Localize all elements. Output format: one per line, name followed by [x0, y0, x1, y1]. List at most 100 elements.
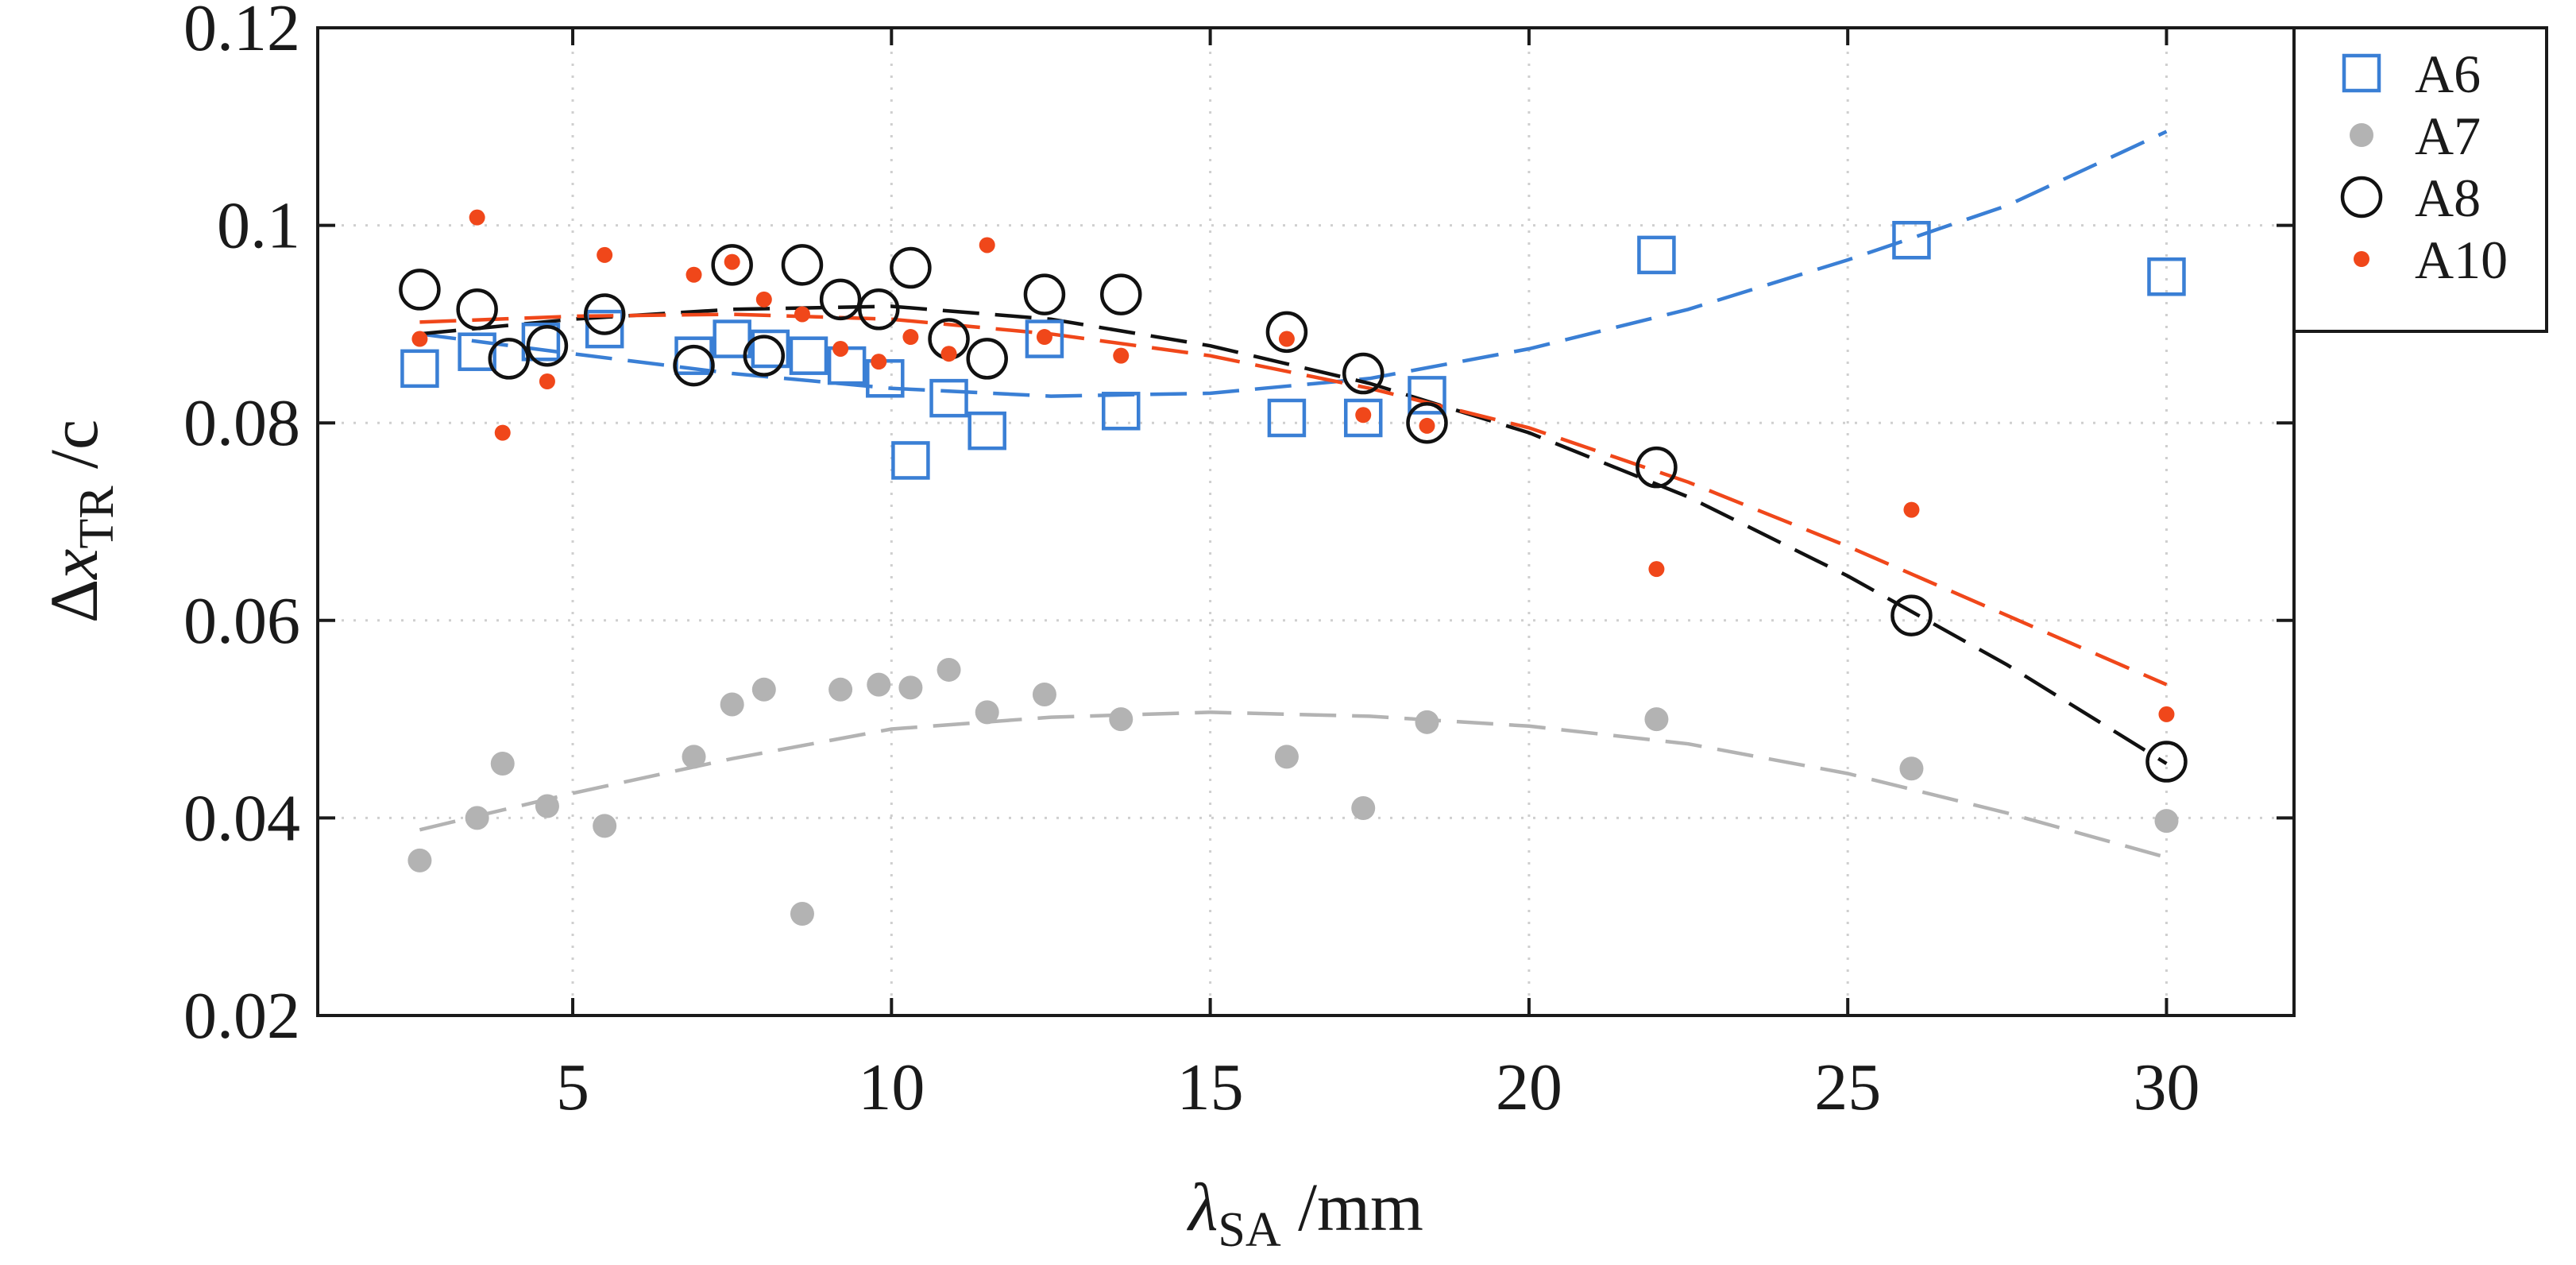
- point-a10: [469, 209, 485, 226]
- point-a6: [400, 349, 439, 389]
- point-a6: [585, 309, 624, 349]
- y-tick-label: 0.1: [217, 189, 300, 263]
- fit-line-a10: [419, 312, 2168, 687]
- point-a8: [858, 288, 900, 331]
- point-a7: [828, 677, 853, 702]
- x-axis-unit: /mm: [1281, 1169, 1423, 1245]
- point-a7: [1109, 707, 1134, 732]
- point-a6: [1343, 398, 1383, 438]
- point-a10: [902, 329, 919, 346]
- point-a7: [1274, 745, 1299, 769]
- x-tick-label: 10: [858, 1050, 925, 1124]
- point-a7: [720, 692, 744, 717]
- point-a7: [593, 814, 617, 838]
- point-a6: [891, 441, 930, 480]
- fit-line-a6: [419, 130, 2168, 398]
- y-tick-label: 0.04: [183, 781, 300, 855]
- legend-marker-a8: [2340, 176, 2383, 219]
- point-a6: [751, 329, 790, 369]
- point-a7: [898, 675, 923, 700]
- point-a10: [1113, 347, 1130, 364]
- legend-marker-a10: [2354, 251, 2369, 267]
- point-a8: [743, 335, 786, 377]
- x-axis-title: λSA /mm: [1186, 1169, 1423, 1257]
- point-a6: [1102, 392, 1141, 431]
- point-a10: [1419, 417, 1435, 434]
- point-a7: [1351, 795, 1376, 820]
- point-a7: [490, 752, 515, 776]
- point-a7: [465, 806, 489, 830]
- x-axis-subscript: SA: [1218, 1203, 1280, 1257]
- point-a7: [1415, 710, 1439, 734]
- point-a8: [1342, 352, 1385, 395]
- point-a7: [407, 848, 432, 872]
- point-a10: [1355, 407, 1372, 424]
- point-a10: [494, 424, 511, 441]
- point-a8: [583, 293, 626, 335]
- x-tick-label: 25: [1814, 1050, 1881, 1124]
- plot-background: [318, 28, 2294, 1015]
- point-a7: [751, 677, 776, 702]
- legend-marker-a7: [2350, 123, 2373, 147]
- point-a7: [790, 901, 814, 926]
- point-a6: [1408, 376, 1446, 415]
- point-a10: [1903, 501, 1920, 518]
- x-axis-symbol: λ: [1186, 1169, 1218, 1245]
- fit-line-a8: [419, 304, 2168, 765]
- point-a8: [1023, 273, 1066, 315]
- y-tick-label: 0.08: [183, 386, 300, 460]
- point-a10: [597, 246, 613, 263]
- point-a6: [1892, 220, 1931, 260]
- point-a8: [488, 338, 531, 380]
- point-a8: [1890, 594, 1933, 636]
- point-a8: [673, 344, 715, 387]
- point-a10: [755, 291, 772, 308]
- point-a8: [1100, 273, 1142, 315]
- y-axis-symbol: Δ: [36, 579, 112, 623]
- point-a8: [1636, 446, 1678, 489]
- point-a6: [458, 332, 496, 371]
- point-a8: [890, 246, 932, 289]
- legend-label-a10: A10: [2415, 230, 2508, 290]
- legend-box: [2292, 26, 2548, 333]
- y-tick-label: 0.02: [183, 979, 300, 1053]
- y-tick-label: 0.12: [183, 0, 300, 65]
- point-a10: [724, 253, 740, 270]
- point-a8: [781, 244, 824, 286]
- axis-ticks: [318, 26, 2294, 1017]
- point-a8: [1265, 311, 1308, 354]
- x-tick-label: 15: [1177, 1050, 1244, 1124]
- point-a8: [399, 269, 441, 311]
- y-tick-label: 0.06: [183, 584, 300, 658]
- legend-label-a6: A6: [2415, 44, 2481, 104]
- point-a8: [2145, 741, 2188, 783]
- y-axis-unit: /c: [36, 420, 112, 486]
- grid: [318, 28, 2294, 1015]
- point-a7: [975, 700, 999, 725]
- x-tick-label: 20: [1496, 1050, 1562, 1124]
- x-tick-label: 30: [2133, 1050, 2199, 1124]
- legend-label-a7: A7: [2415, 106, 2481, 166]
- fit-lines: [419, 130, 2168, 860]
- fit-line-a7: [419, 710, 2168, 860]
- point-a6: [1025, 319, 1064, 358]
- point-a8: [1406, 401, 1448, 444]
- point-a7: [867, 672, 891, 697]
- y-axis-subscript: TR: [70, 485, 124, 549]
- point-a10: [2158, 706, 2175, 722]
- point-a10: [794, 306, 810, 323]
- y-axis-variable: x: [36, 549, 112, 581]
- point-a10: [1648, 561, 1665, 578]
- point-a8: [966, 338, 1008, 380]
- plot-frame: [316, 26, 2296, 1017]
- point-a8: [526, 324, 569, 367]
- point-a7: [682, 745, 706, 769]
- point-a10: [871, 354, 887, 370]
- point-a10: [539, 373, 555, 389]
- point-a8: [819, 278, 862, 321]
- point-a10: [832, 340, 849, 357]
- point-a10: [940, 346, 957, 362]
- point-a6: [929, 378, 968, 418]
